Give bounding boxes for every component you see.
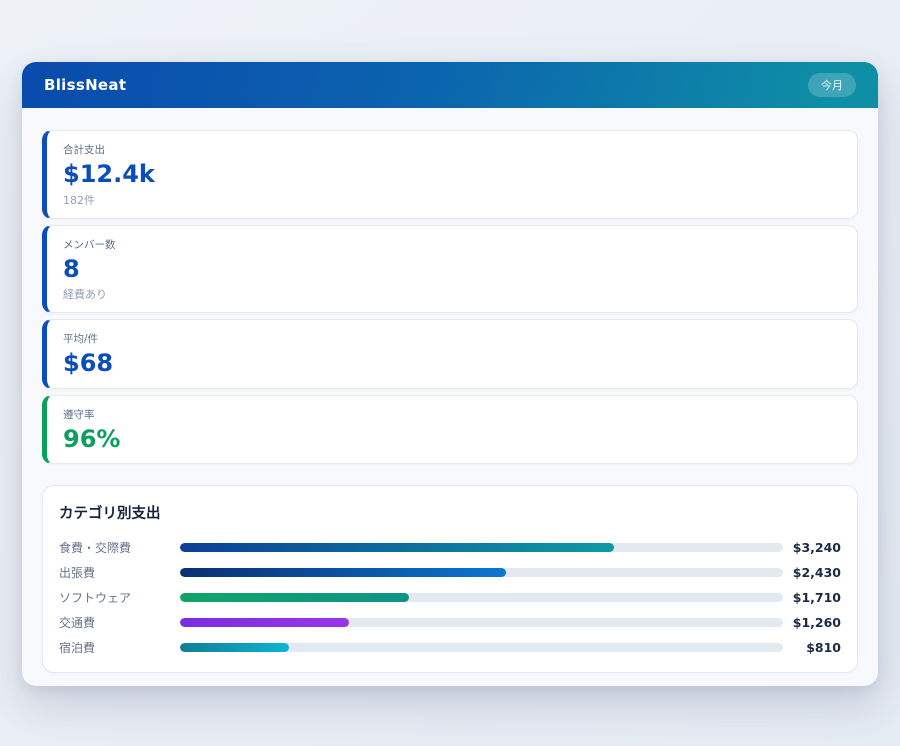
category-row: 交通費 $1,260 bbox=[59, 610, 841, 635]
bar-fill bbox=[180, 618, 349, 627]
category-row: 食費・交際費 $3,240 bbox=[59, 535, 841, 560]
category-row: ソフトウェア $1,710 bbox=[59, 585, 841, 610]
category-label: ソフトウェア bbox=[59, 589, 180, 606]
category-bar-chart: 食費・交際費 $3,240 出張費 $2,430 ソフトウェア $1,710 交… bbox=[59, 535, 841, 660]
stat-value: 96% bbox=[63, 426, 841, 454]
stat-card: 平均/件 $68 bbox=[42, 319, 858, 389]
category-value: $2,430 bbox=[783, 565, 841, 580]
app-header: BlissNeat 今月 bbox=[22, 62, 878, 108]
category-label: 出張費 bbox=[59, 564, 180, 581]
bar-track bbox=[180, 618, 783, 627]
stat-subtext: 経費あり bbox=[63, 286, 841, 302]
app-title: BlissNeat bbox=[44, 76, 126, 94]
category-row: 宿泊費 $810 bbox=[59, 635, 841, 660]
bar-track bbox=[180, 643, 783, 652]
bar-track bbox=[180, 593, 783, 602]
category-value: $1,710 bbox=[783, 590, 841, 605]
bar-fill bbox=[180, 568, 506, 577]
stat-label: 遵守率 bbox=[63, 407, 841, 422]
dashboard-window: BlissNeat 今月 合計支出 $12.4k 182件 メンバー数 8 経費… bbox=[22, 62, 878, 686]
dashboard-content: 合計支出 $12.4k 182件 メンバー数 8 経費あり 平均/件 $68 遵… bbox=[22, 108, 878, 673]
stat-card: 遵守率 96% bbox=[42, 395, 858, 465]
bar-fill bbox=[180, 543, 614, 552]
stat-label: 平均/件 bbox=[63, 331, 841, 346]
bar-fill bbox=[180, 643, 289, 652]
period-badge[interactable]: 今月 bbox=[808, 73, 856, 97]
category-spend-card: カテゴリ別支出 食費・交際費 $3,240 出張費 $2,430 ソフトウェア … bbox=[42, 485, 858, 673]
stats-list: 合計支出 $12.4k 182件 メンバー数 8 経費あり 平均/件 $68 遵… bbox=[42, 130, 858, 464]
stat-subtext: 182件 bbox=[63, 192, 841, 208]
category-section-title: カテゴリ別支出 bbox=[59, 502, 841, 523]
category-value: $810 bbox=[783, 640, 841, 655]
bar-track bbox=[180, 543, 783, 552]
stat-label: 合計支出 bbox=[63, 142, 841, 157]
category-value: $3,240 bbox=[783, 540, 841, 555]
stat-card: メンバー数 8 経費あり bbox=[42, 225, 858, 314]
stat-card: 合計支出 $12.4k 182件 bbox=[42, 130, 858, 219]
category-label: 食費・交際費 bbox=[59, 539, 180, 556]
stat-label: メンバー数 bbox=[63, 237, 841, 252]
bar-track bbox=[180, 568, 783, 577]
bar-fill bbox=[180, 593, 409, 602]
category-label: 交通費 bbox=[59, 614, 180, 631]
stat-value: 8 bbox=[63, 256, 841, 284]
stat-value: $12.4k bbox=[63, 161, 841, 189]
category-row: 出張費 $2,430 bbox=[59, 560, 841, 585]
category-value: $1,260 bbox=[783, 615, 841, 630]
category-label: 宿泊費 bbox=[59, 639, 180, 656]
stat-value: $68 bbox=[63, 350, 841, 378]
